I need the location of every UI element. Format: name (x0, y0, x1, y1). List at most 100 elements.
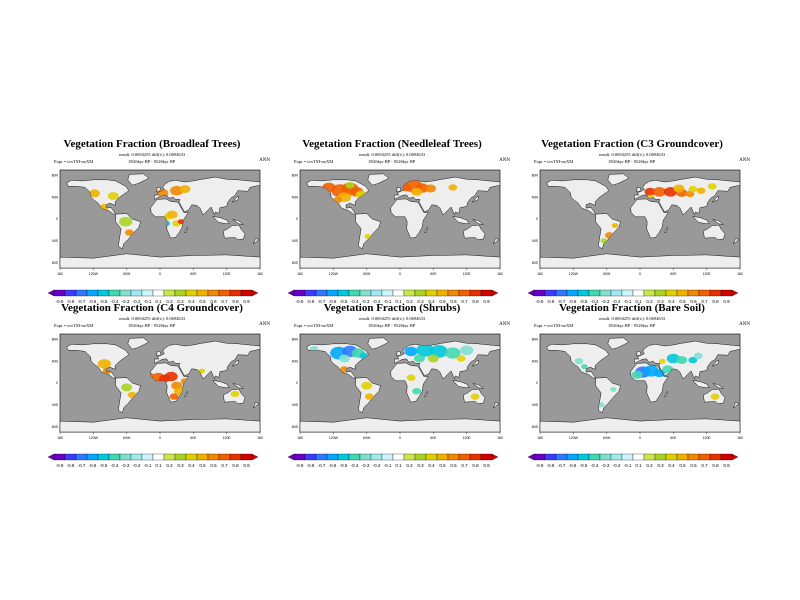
lat-label: 0 (56, 217, 58, 221)
lat-label: 0 (536, 381, 538, 385)
colorbar-swatch (698, 289, 711, 297)
lon-label: 0 (399, 272, 401, 276)
colorbar-label: -0.2 (613, 463, 621, 468)
landmass-indonesia (452, 215, 470, 225)
colorbar-swatch (163, 289, 176, 297)
colorbar-swatch (403, 453, 416, 461)
colorbar-low-arrow (527, 289, 535, 297)
colorbar-swatch (621, 289, 634, 297)
colorbar-swatch (86, 289, 99, 297)
lon-label: 120E (463, 436, 472, 440)
colorbar-swatch (588, 453, 601, 461)
landmass-uk (396, 351, 402, 357)
colorbar-label: 0.3 (657, 299, 664, 304)
colorbar-label: -0.9 (536, 299, 544, 304)
colorbar-low-arrow (47, 453, 55, 461)
colorbar-label: -0.7 (318, 299, 326, 304)
colorbar-swatch (447, 289, 460, 297)
colorbar-label: 0.6 (690, 299, 697, 304)
panel-title: Vegetation Fraction (Shrubs) (323, 302, 461, 314)
landmass-japan (712, 359, 720, 367)
anomaly-patch (696, 187, 706, 194)
colorbar-swatch (108, 453, 121, 461)
lat-label: 80N (532, 174, 539, 178)
lon-label: 120E (223, 272, 232, 276)
colorbar-swatch (97, 289, 110, 297)
colorbar-swatch (53, 453, 66, 461)
anomaly-patch (365, 393, 374, 400)
colorbar-swatch (130, 453, 143, 461)
colorbar-swatch (141, 453, 154, 461)
colorbar-swatch (152, 289, 165, 297)
anomaly-patch (644, 187, 656, 196)
lon-label: 180 (57, 436, 63, 440)
colorbar: -0.9 -0.8 -0.7 -0.6 -0.5 -0.4 -0.3 -0.2 -0.1 0.1 0… (47, 453, 259, 468)
lat-label: 40S (52, 239, 59, 243)
landmass-newguinea (472, 219, 485, 225)
colorbar-swatch (555, 289, 568, 297)
colorbar-swatch (326, 453, 339, 461)
colorbar-label: -0.5 (580, 299, 588, 304)
colorbar-high-arrow (491, 289, 499, 297)
colorbar-label: 0.6 (690, 463, 697, 468)
colorbar-label: 0.6 (210, 299, 217, 304)
landmass-nz (492, 401, 500, 409)
landmass-newguinea (472, 383, 485, 389)
colorbar-swatch (348, 289, 361, 297)
colorbar-swatch (315, 453, 328, 461)
anomaly-patch (364, 234, 372, 239)
colorbar-label: -0.9 (56, 299, 64, 304)
colorbar-label: 0.9 (243, 299, 250, 304)
anomaly-patch (685, 190, 695, 198)
colorbar-swatch (555, 453, 568, 461)
colorbar-label: -0.7 (558, 463, 566, 468)
colorbar-swatch (643, 453, 656, 461)
colorbar-swatch (326, 289, 339, 297)
lon-label: 120W (569, 436, 579, 440)
colorbar-swatch (599, 289, 612, 297)
experiment-label: Expt = trwTM-noXM (534, 159, 574, 164)
anomaly-patch (631, 370, 643, 379)
colorbar-swatch (53, 289, 66, 297)
colorbar-label: -0.1 (384, 463, 392, 468)
landmass-australia (223, 224, 246, 240)
colorbar-label: 0.9 (483, 299, 490, 304)
anomaly-patch (652, 187, 666, 197)
experiment-label: Expt = trwTM-noXM (294, 323, 334, 328)
anomaly-patch (412, 388, 422, 395)
colorbar-label: -0.5 (580, 463, 588, 468)
season-label: ANN (259, 322, 270, 327)
colorbar-label: -0.2 (613, 299, 621, 304)
colorbar-swatch (436, 289, 449, 297)
landmass-indonesia (452, 379, 470, 389)
colorbar-swatch (632, 453, 645, 461)
world-map: 180 120W 60W 0 60E 120E 180 80N 40N 0 40S 80S (52, 333, 263, 440)
colorbar-label: -0.3 (122, 299, 130, 304)
panel-title: Vegetation Fraction (Broadleaf Trees) (63, 138, 241, 150)
colorbar-label: 0.2 (646, 299, 653, 304)
lat-label: 40S (292, 403, 299, 407)
colorbar-label: -0.6 (89, 463, 97, 468)
colorbar-label: -0.5 (340, 463, 348, 468)
colorbar-label: 0.8 (232, 299, 239, 304)
landmass-nz (252, 237, 260, 245)
season-label: ANN (259, 158, 270, 163)
colorbar-swatch (64, 453, 77, 461)
lon-label: 60E (670, 436, 677, 440)
season-label: ANN (739, 158, 750, 163)
colorbar-swatch (577, 289, 590, 297)
colorbar-label: -0.8 (547, 463, 555, 468)
colorbar-label: 0.1 (635, 463, 642, 468)
lon-label: 60W (123, 272, 131, 276)
colorbar-swatch (75, 453, 88, 461)
colorbar-label: -0.3 (602, 463, 610, 468)
lat-label: 80N (52, 174, 59, 178)
colorbar-label: 0.8 (472, 463, 479, 468)
colorbar-label: -0.6 (89, 299, 97, 304)
colorbar-swatch (643, 289, 656, 297)
world-map: 180 120W 60W 0 60E 120E 180 80N 40N 0 40S 80S (532, 333, 743, 440)
experiment-label: Expt = trwTM-noXM (54, 323, 94, 328)
colorbar-swatch (240, 453, 253, 461)
colorbar-swatch (676, 453, 689, 461)
colorbar-label: 0.6 (450, 463, 457, 468)
